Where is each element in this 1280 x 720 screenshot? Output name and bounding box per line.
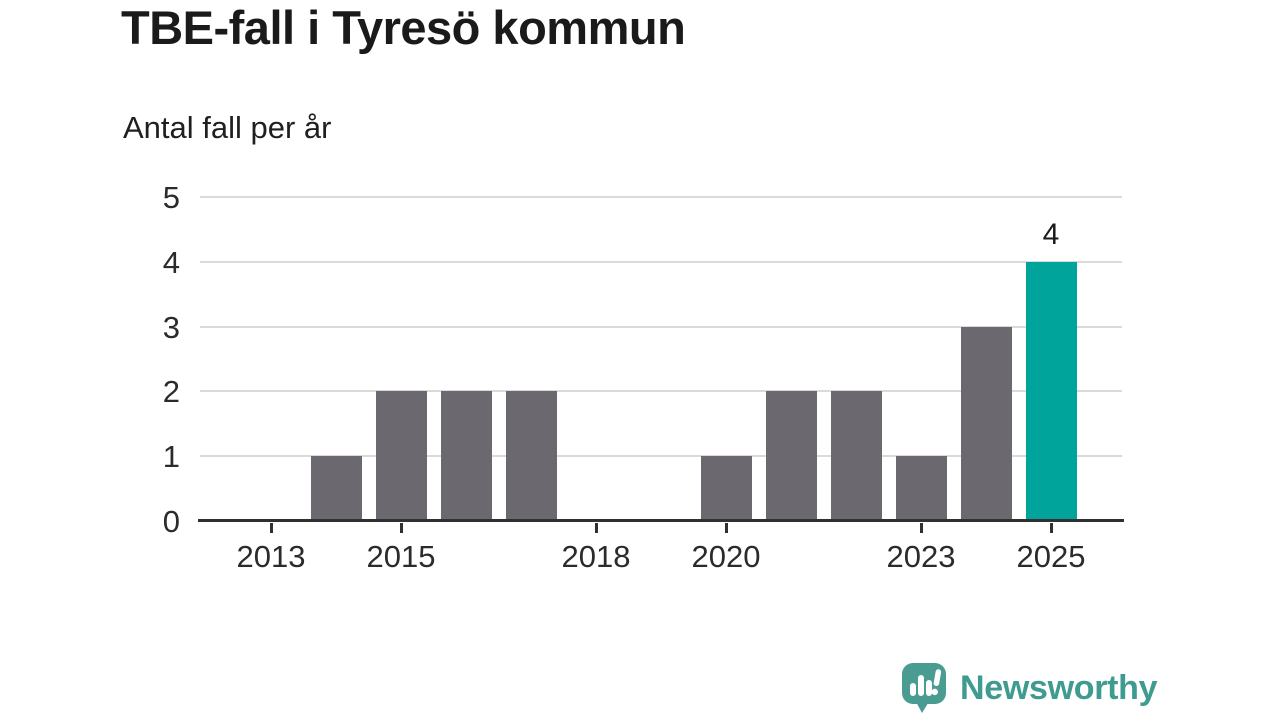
x-axis-line [198,519,1124,522]
gridline [200,325,1122,328]
x-tick [594,523,598,533]
x-tick [1049,523,1053,533]
x-tick-label: 2023 [886,539,956,574]
x-tick-label: 2013 [236,539,306,574]
y-tick-label: 1 [162,439,180,475]
x-tick [399,523,403,533]
logo-bar-icon [918,675,924,696]
x-tick [724,523,728,533]
x-tick [919,523,923,533]
bar-2024 [960,326,1012,521]
chart-subtitle: Antal fall per år [123,110,332,145]
x-tick-label: 2018 [561,539,631,574]
bar-2023 [895,456,947,521]
chart-title: TBE-fall i Tyresö kommun [121,1,686,54]
newsworthy-branding: Newsworthy [901,662,1158,714]
logo-bar-icon [926,680,932,696]
bar-2022 [830,391,882,521]
bar-2025 [1025,261,1077,521]
bar-2017 [505,391,557,521]
gridline [200,390,1122,393]
plot-area: 4 2013 2015 2018 2020 2023 2025 0 1 2 3 4 5 [163,181,1124,574]
bar-2021 [765,391,817,521]
y-tick-label: 0 [162,504,180,539]
newsworthy-logo-text: Newsworthy [960,668,1158,707]
bar-2016 [440,391,492,521]
bar-2014 [310,456,362,521]
gridline [200,196,1122,198]
y-tick-label: 2 [162,374,180,410]
bar-2015 [375,391,427,521]
gridline [200,455,1122,458]
x-tick-label: 2015 [366,539,436,574]
logo-exclamation-icon [931,669,942,696]
logo-bar-icon [910,683,916,696]
gridline [200,260,1122,263]
x-tick [269,523,273,533]
y-tick-label: 4 [162,244,180,280]
newsworthy-logo-icon [902,663,946,713]
x-tick-label: 2020 [691,539,761,574]
bar-value-label: 4 [1042,217,1060,251]
bar-2020 [700,456,752,521]
y-tick-label: 3 [162,309,180,345]
x-tick-label: 2025 [1016,539,1086,574]
y-tick-label: 5 [162,180,180,215]
